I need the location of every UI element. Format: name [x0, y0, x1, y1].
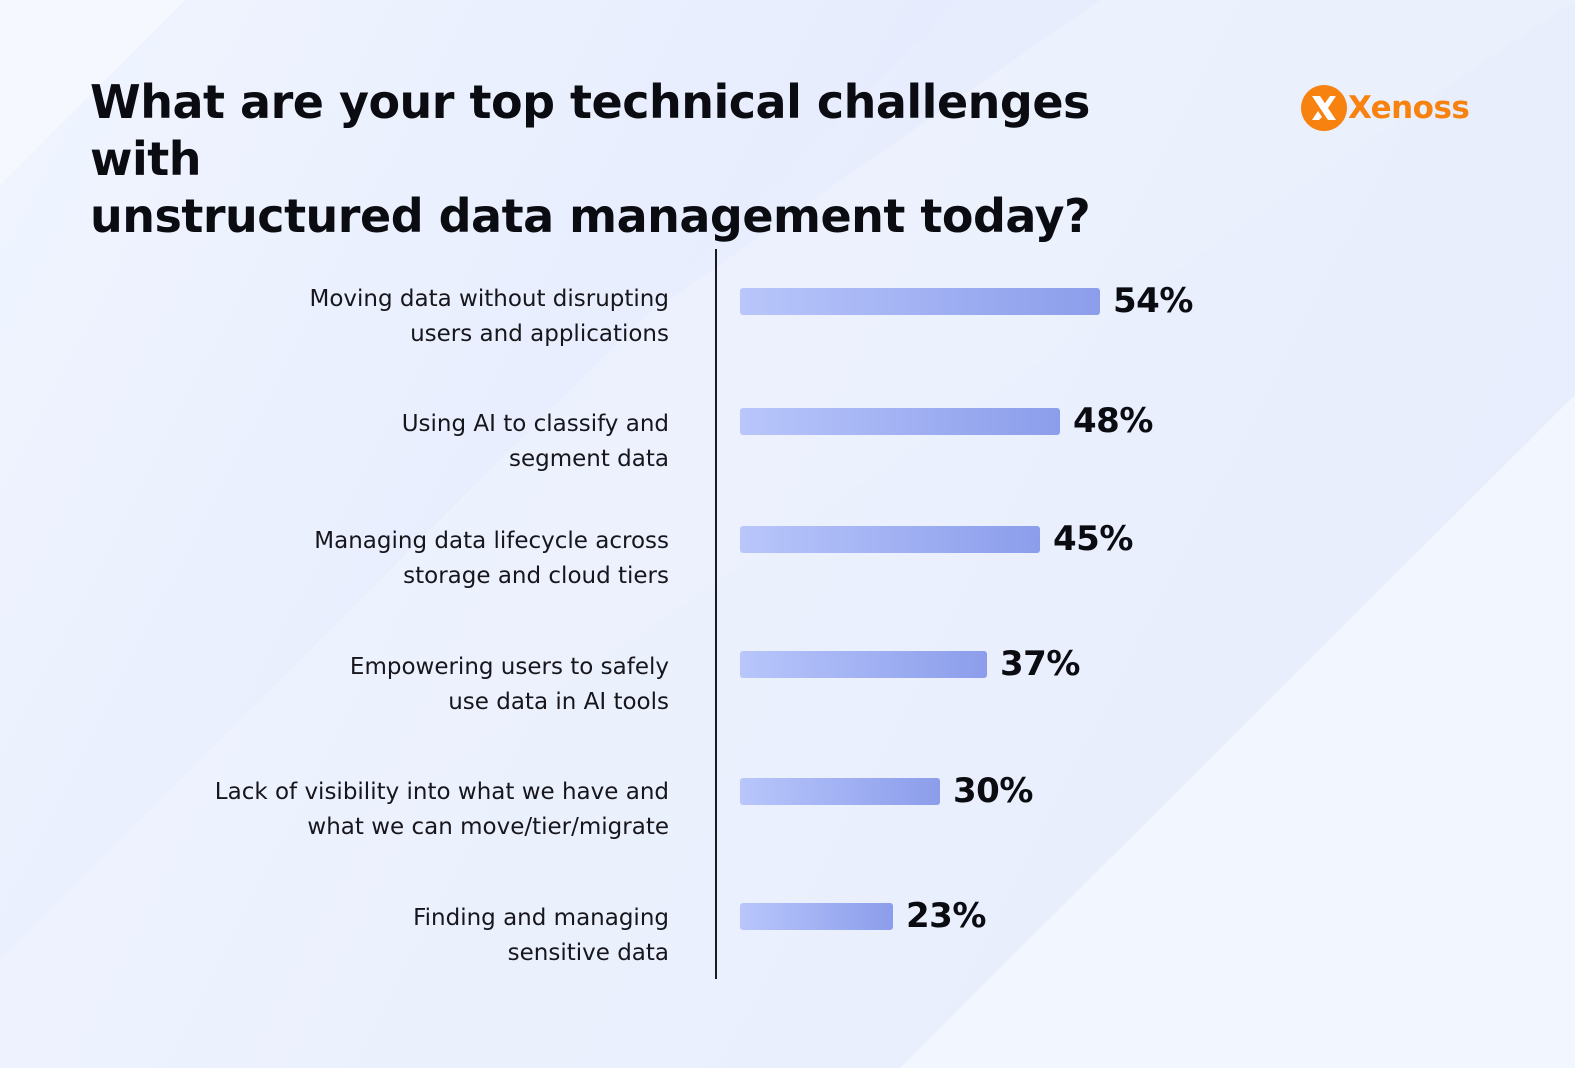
category-label-line: Empowering users to safely: [349, 654, 669, 680]
category-label-line: use data in AI tools: [448, 689, 669, 715]
bar: [740, 777, 940, 805]
title-line-2: unstructured data management today?: [90, 189, 1091, 243]
category-label: Lack of visibility into what we have and…: [209, 775, 669, 845]
category-label-line: users and applications: [410, 321, 669, 347]
category-label: Moving data without disrupting users and …: [209, 282, 670, 352]
data-label: 45%: [1053, 519, 1133, 559]
data-label: 54%: [1113, 281, 1193, 321]
data-label: 30%: [953, 771, 1033, 811]
category-label-line: sensitive data: [507, 940, 669, 966]
category-label-line: Lack of visibility into what we have and: [214, 779, 669, 805]
category-label-line: Managing data lifecycle across: [314, 528, 669, 554]
xenoss-logo-icon: [1301, 85, 1347, 131]
data-label: 48%: [1073, 401, 1153, 441]
category-label-line: Finding and managing: [413, 905, 669, 931]
title-line-1: What are your top technical challenges w…: [90, 75, 1090, 186]
data-label: 37%: [1000, 644, 1080, 684]
category-label-line: Moving data without disrupting: [309, 286, 670, 312]
category-label-line: Using AI to classify and: [401, 411, 669, 437]
category-label-line: storage and cloud tiers: [403, 563, 669, 589]
bar: [740, 525, 1040, 553]
bar: [740, 902, 893, 930]
bar: [740, 287, 1100, 315]
brand-name: Xenoss: [1348, 90, 1470, 126]
category-label-line: what we can move/tier/migrate: [307, 814, 669, 840]
category-label: Empowering users to safely use data in AI…: [209, 650, 669, 720]
brand-logo: Xenoss: [1300, 84, 1470, 132]
bar: [740, 407, 1060, 435]
category-axis-line: [715, 249, 717, 979]
category-label: Finding and managing sensitive data: [209, 901, 669, 971]
data-label: 23%: [906, 896, 986, 936]
chart-title: What are your top technical challenges w…: [90, 74, 1210, 245]
category-label-line: segment data: [508, 446, 669, 472]
bar: [740, 650, 987, 678]
category-label: Managing data lifecycle across storage an…: [209, 524, 669, 594]
category-label: Using AI to classify and segment data: [209, 407, 669, 477]
